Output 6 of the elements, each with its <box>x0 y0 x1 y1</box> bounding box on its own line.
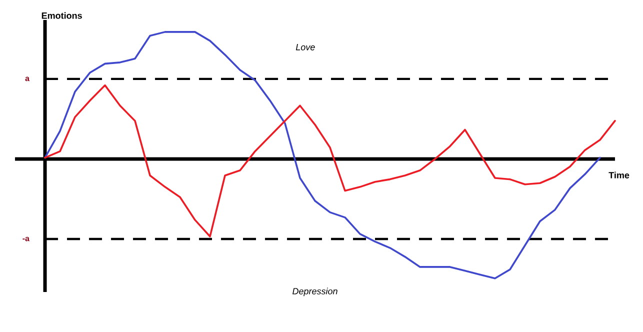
ref-line-label: a <box>25 76 30 82</box>
x-axis-title: Time <box>608 172 630 178</box>
y-axis-title: Emotions <box>42 12 82 19</box>
text: Depression <box>292 288 338 296</box>
ref-line-label: -a <box>22 236 30 242</box>
annotation: Love <box>296 44 315 50</box>
